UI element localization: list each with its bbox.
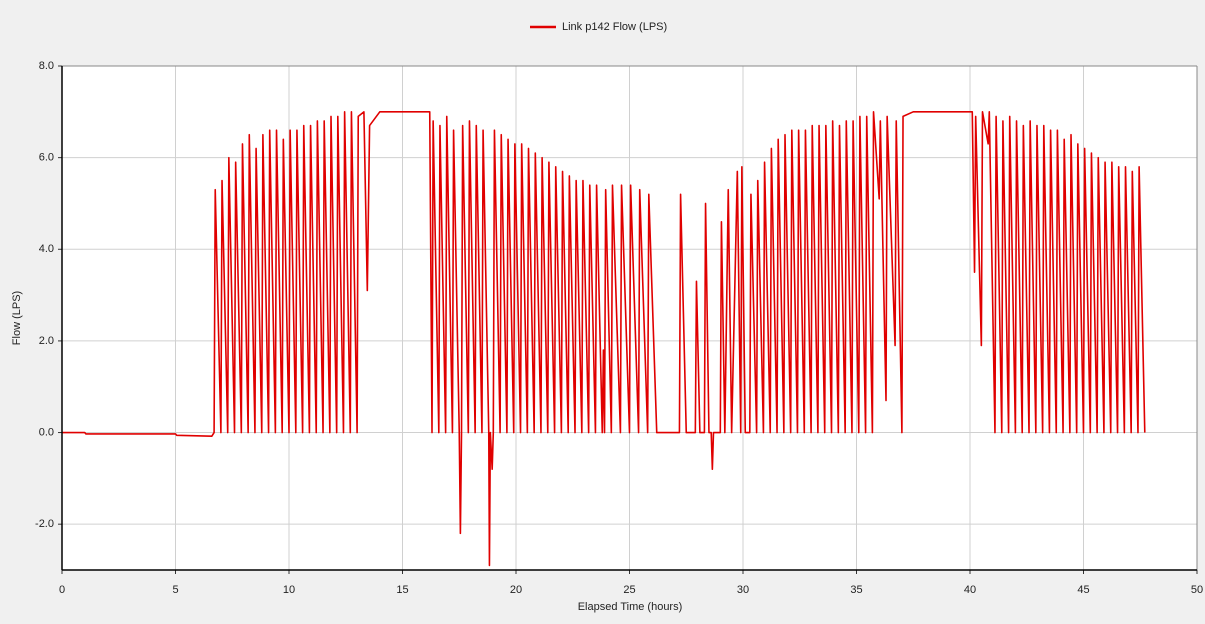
x-tick-label: 25 [623,584,635,596]
x-tick-label: 35 [850,584,862,596]
y-tick-label: 8.0 [39,60,54,72]
x-tick-label: 10 [283,584,295,596]
y-axis-label: Flow (LPS) [11,291,23,345]
data-line [62,111,1146,567]
y-tick-label: -2.0 [35,518,54,530]
x-tick-label: 30 [737,584,749,596]
y-tick-label: 4.0 [39,243,54,255]
x-tick-label: 15 [396,584,408,596]
x-tick-label: 50 [1191,584,1203,596]
x-axis-label: Elapsed Time (hours) [578,601,683,613]
y-tick-label: 6.0 [39,152,54,164]
legend-label: Link p142 Flow (LPS) [562,21,667,33]
x-tick-label: 45 [1077,584,1089,596]
x-tick-label: 40 [964,584,976,596]
x-tick-label: 0 [59,584,65,596]
x-tick-label: 5 [172,584,178,596]
y-tick-label: 2.0 [39,335,54,347]
x-tick-label: 20 [510,584,522,596]
y-tick-label: 0.0 [39,426,54,438]
